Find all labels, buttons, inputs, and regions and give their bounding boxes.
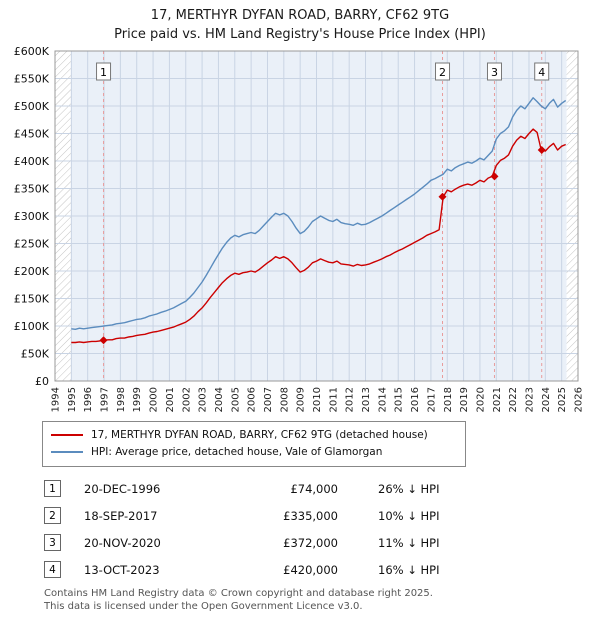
svg-text:1997: 1997 xyxy=(100,387,111,412)
svg-text:2018: 2018 xyxy=(443,387,454,412)
transaction-price: £420,000 xyxy=(283,562,338,577)
chart-legend: 17, MERTHYR DYFAN ROAD, BARRY, CF62 9TG … xyxy=(42,420,466,467)
transaction-row: 2 18-SEP-2017 £335,000 10% ↓ HPI xyxy=(44,506,600,526)
svg-text:2007: 2007 xyxy=(263,387,274,412)
page-subtitle: Price paid vs. HM Land Registry's House … xyxy=(114,26,486,42)
transaction-price: £335,000 xyxy=(283,508,338,523)
svg-text:2011: 2011 xyxy=(328,387,339,412)
svg-text:2017: 2017 xyxy=(426,387,437,412)
svg-text:£450K: £450K xyxy=(14,127,50,140)
svg-text:3: 3 xyxy=(491,66,498,79)
svg-text:£200K: £200K xyxy=(14,265,50,278)
svg-text:2022: 2022 xyxy=(508,387,519,412)
svg-text:£400K: £400K xyxy=(14,155,50,168)
transaction-hpi-diff: 16% ↓ HPI xyxy=(378,562,440,577)
legend-row-hpi: HPI: Average price, detached house, Vale… xyxy=(51,444,457,461)
svg-text:4: 4 xyxy=(538,66,545,79)
x-axis-labels: 1994 1995 1996 1997 1998 1999 2000 2001 2002 2003… xyxy=(51,387,585,412)
transaction-number: 3 xyxy=(44,534,61,552)
transaction-list: 1 20-DEC-1996 £74,000 26% ↓ HPI 2 18-SEP-2017… xyxy=(44,479,600,580)
svg-text:2008: 2008 xyxy=(279,387,290,412)
hpi-series xyxy=(71,96,567,330)
plot-border xyxy=(54,50,579,382)
svg-text:2012: 2012 xyxy=(345,387,356,412)
svg-text:2019: 2019 xyxy=(459,387,470,412)
svg-text:2016: 2016 xyxy=(410,387,421,412)
svg-text:2023: 2023 xyxy=(525,387,536,412)
svg-text:£0: £0 xyxy=(35,375,49,388)
svg-text:2009: 2009 xyxy=(296,387,307,412)
transaction-hpi-diff: 10% ↓ HPI xyxy=(378,508,440,523)
price-history-chart: 1 2 3 4 £0 £50K £100K £150K £200K £250K £300K £350K… xyxy=(14,47,585,412)
property-price-series xyxy=(71,128,566,343)
transaction-number: 2 xyxy=(44,507,61,525)
transaction-hpi-diff: 11% ↓ HPI xyxy=(378,535,440,550)
transaction-date: 18-SEP-2017 xyxy=(84,508,158,523)
svg-text:£350K: £350K xyxy=(14,182,50,195)
transaction-row: 4 13-OCT-2023 £420,000 16% ↓ HPI xyxy=(44,560,600,580)
footer-line-2: This data is licensed under the Open Gov… xyxy=(44,601,363,613)
svg-text:2001: 2001 xyxy=(165,387,176,412)
chart-header: 17, MERTHYR DYFAN ROAD, BARRY, CF62 9TG … xyxy=(0,0,600,45)
svg-text:£250K: £250K xyxy=(14,237,50,250)
svg-text:£150K: £150K xyxy=(14,292,50,305)
svg-text:2014: 2014 xyxy=(377,387,388,412)
legend-property-label: 17, MERTHYR DYFAN ROAD, BARRY, CF62 9TG … xyxy=(91,429,428,442)
property-line-sample xyxy=(51,434,83,437)
svg-text:£550K: £550K xyxy=(14,72,50,85)
transaction-row: 3 20-NOV-2020 £372,000 11% ↓ HPI xyxy=(44,533,600,553)
sale-number-boxes: 1 2 3 4 xyxy=(96,62,550,81)
svg-text:2003: 2003 xyxy=(198,387,209,412)
svg-text:2020: 2020 xyxy=(475,387,486,412)
transaction-row: 1 20-DEC-1996 £74,000 26% ↓ HPI xyxy=(44,479,600,499)
transaction-hpi-diff: 26% ↓ HPI xyxy=(378,481,440,496)
footer: Contains HM Land Registry data © Crown c… xyxy=(44,587,600,614)
svg-text:£300K: £300K xyxy=(14,210,50,223)
transaction-price: £74,000 xyxy=(290,481,338,496)
svg-text:1994: 1994 xyxy=(51,387,62,412)
svg-text:2004: 2004 xyxy=(214,387,225,412)
svg-text:2010: 2010 xyxy=(312,387,323,412)
legend-hpi-label: HPI: Average price, detached house, Vale… xyxy=(91,446,383,459)
svg-text:£500K: £500K xyxy=(14,100,50,113)
hpi-line-sample xyxy=(51,451,83,454)
page-title: 17, MERTHYR DYFAN ROAD, BARRY, CF62 9TG xyxy=(150,8,450,23)
svg-text:2015: 2015 xyxy=(394,387,405,412)
svg-text:2013: 2013 xyxy=(361,387,372,412)
svg-text:2006: 2006 xyxy=(247,387,258,412)
transaction-price: £372,000 xyxy=(283,535,338,550)
svg-text:2025: 2025 xyxy=(557,387,568,412)
svg-text:1996: 1996 xyxy=(83,387,94,412)
svg-text:2002: 2002 xyxy=(181,387,192,412)
svg-text:1995: 1995 xyxy=(67,387,78,412)
svg-text:2024: 2024 xyxy=(541,387,552,412)
svg-text:2: 2 xyxy=(439,66,446,79)
transaction-date: 13-OCT-2023 xyxy=(84,562,160,577)
svg-text:2021: 2021 xyxy=(492,387,503,412)
svg-text:2005: 2005 xyxy=(230,387,241,412)
svg-text:1: 1 xyxy=(100,66,107,79)
svg-text:£100K: £100K xyxy=(14,320,50,333)
svg-text:2026: 2026 xyxy=(574,387,585,412)
transaction-number: 1 xyxy=(44,480,61,498)
svg-text:£600K: £600K xyxy=(14,47,50,58)
footer-line-1: Contains HM Land Registry data © Crown c… xyxy=(44,587,433,599)
svg-text:2000: 2000 xyxy=(149,387,160,412)
svg-text:1998: 1998 xyxy=(116,387,127,412)
y-axis-labels: £0 £50K £100K £150K £200K £250K £300K £350K £400… xyxy=(14,47,50,388)
sale-points xyxy=(99,145,546,344)
transaction-date: 20-NOV-2020 xyxy=(84,535,161,550)
svg-text:1999: 1999 xyxy=(132,387,143,412)
svg-text:£50K: £50K xyxy=(21,347,50,360)
transaction-date: 20-DEC-1996 xyxy=(84,481,161,496)
legend-row-property: 17, MERTHYR DYFAN ROAD, BARRY, CF62 9TG … xyxy=(51,427,457,444)
transaction-number: 4 xyxy=(44,561,61,579)
